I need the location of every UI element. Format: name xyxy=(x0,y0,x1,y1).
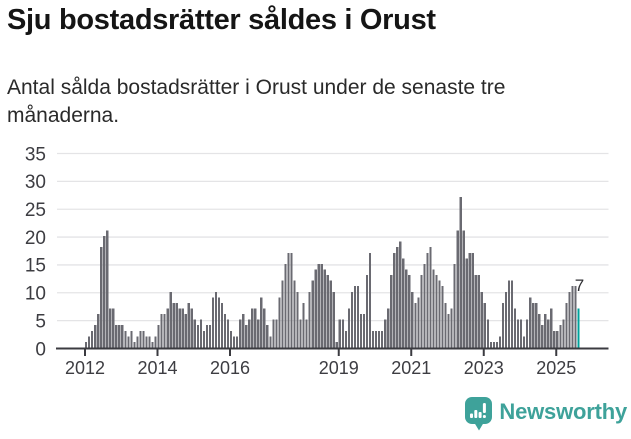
bars xyxy=(85,197,580,348)
x-axis-ticks xyxy=(84,349,558,356)
y-axis-labels: 0 5 10 15 20 25 30 35 xyxy=(25,144,46,360)
svg-text:10: 10 xyxy=(25,284,46,305)
svg-text:2019: 2019 xyxy=(319,358,359,378)
svg-text:2023: 2023 xyxy=(464,358,504,378)
chart-subtitle: Antal sålda bostadsrätter i Orust under … xyxy=(7,76,506,127)
svg-text:2016: 2016 xyxy=(210,358,250,378)
svg-text:20: 20 xyxy=(25,228,46,249)
gridlines xyxy=(57,152,609,322)
svg-text:35: 35 xyxy=(25,144,46,165)
svg-text:30: 30 xyxy=(25,172,46,193)
page-title: Sju bostadsrätter såldes i Orust xyxy=(7,4,436,36)
svg-text:2025: 2025 xyxy=(536,358,576,378)
svg-text:2012: 2012 xyxy=(65,358,105,378)
newsworthy-wordmark: Newsworthy xyxy=(499,399,627,424)
svg-text:2014: 2014 xyxy=(137,358,177,378)
svg-text:25: 25 xyxy=(25,200,46,221)
svg-text:5: 5 xyxy=(35,311,46,332)
x-axis-labels: 2012 2014 2016 2019 2021 2023 2025 xyxy=(65,358,576,378)
latest-value-label: 7 xyxy=(575,276,584,295)
newsworthy-logo[interactable]: Newsworthy xyxy=(465,397,627,431)
svg-text:2021: 2021 xyxy=(391,358,431,378)
svg-text:0: 0 xyxy=(35,339,46,360)
svg-text:15: 15 xyxy=(25,256,46,277)
newsworthy-icon xyxy=(465,397,493,431)
